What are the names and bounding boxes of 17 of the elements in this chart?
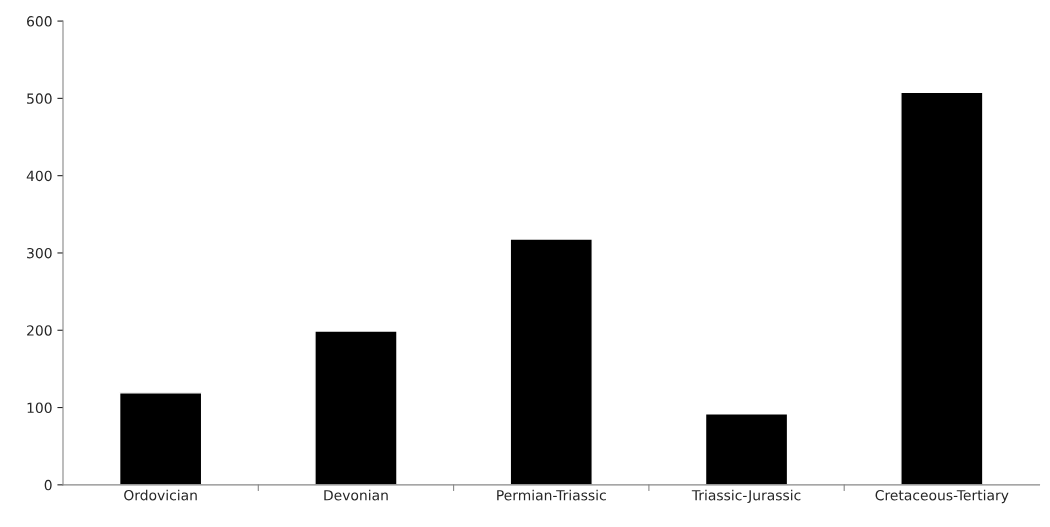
bar	[900, 91, 984, 485]
y-tick-label: 500	[27, 93, 52, 104]
y-tick-label: 600	[27, 16, 52, 27]
x-tick-label: Cretaceous-Tertiary	[875, 489, 1009, 504]
y-tick-label: 300	[27, 247, 52, 259]
bar	[704, 413, 789, 485]
x-tick-label: Triassic-Jurassic	[691, 489, 801, 504]
bar	[118, 392, 203, 485]
y-tick-label: 100	[27, 402, 52, 414]
y-tick-label: 200	[27, 325, 52, 336]
x-tick-label: Permian-Triassic	[497, 489, 606, 501]
bar	[509, 238, 593, 485]
bar	[314, 330, 398, 485]
x-tick-label: Devonian	[324, 489, 388, 501]
y-tick-label: 0	[44, 479, 52, 491]
x-tick-label: Ordovician	[124, 489, 197, 501]
y-tick-label: 400	[26, 170, 52, 182]
